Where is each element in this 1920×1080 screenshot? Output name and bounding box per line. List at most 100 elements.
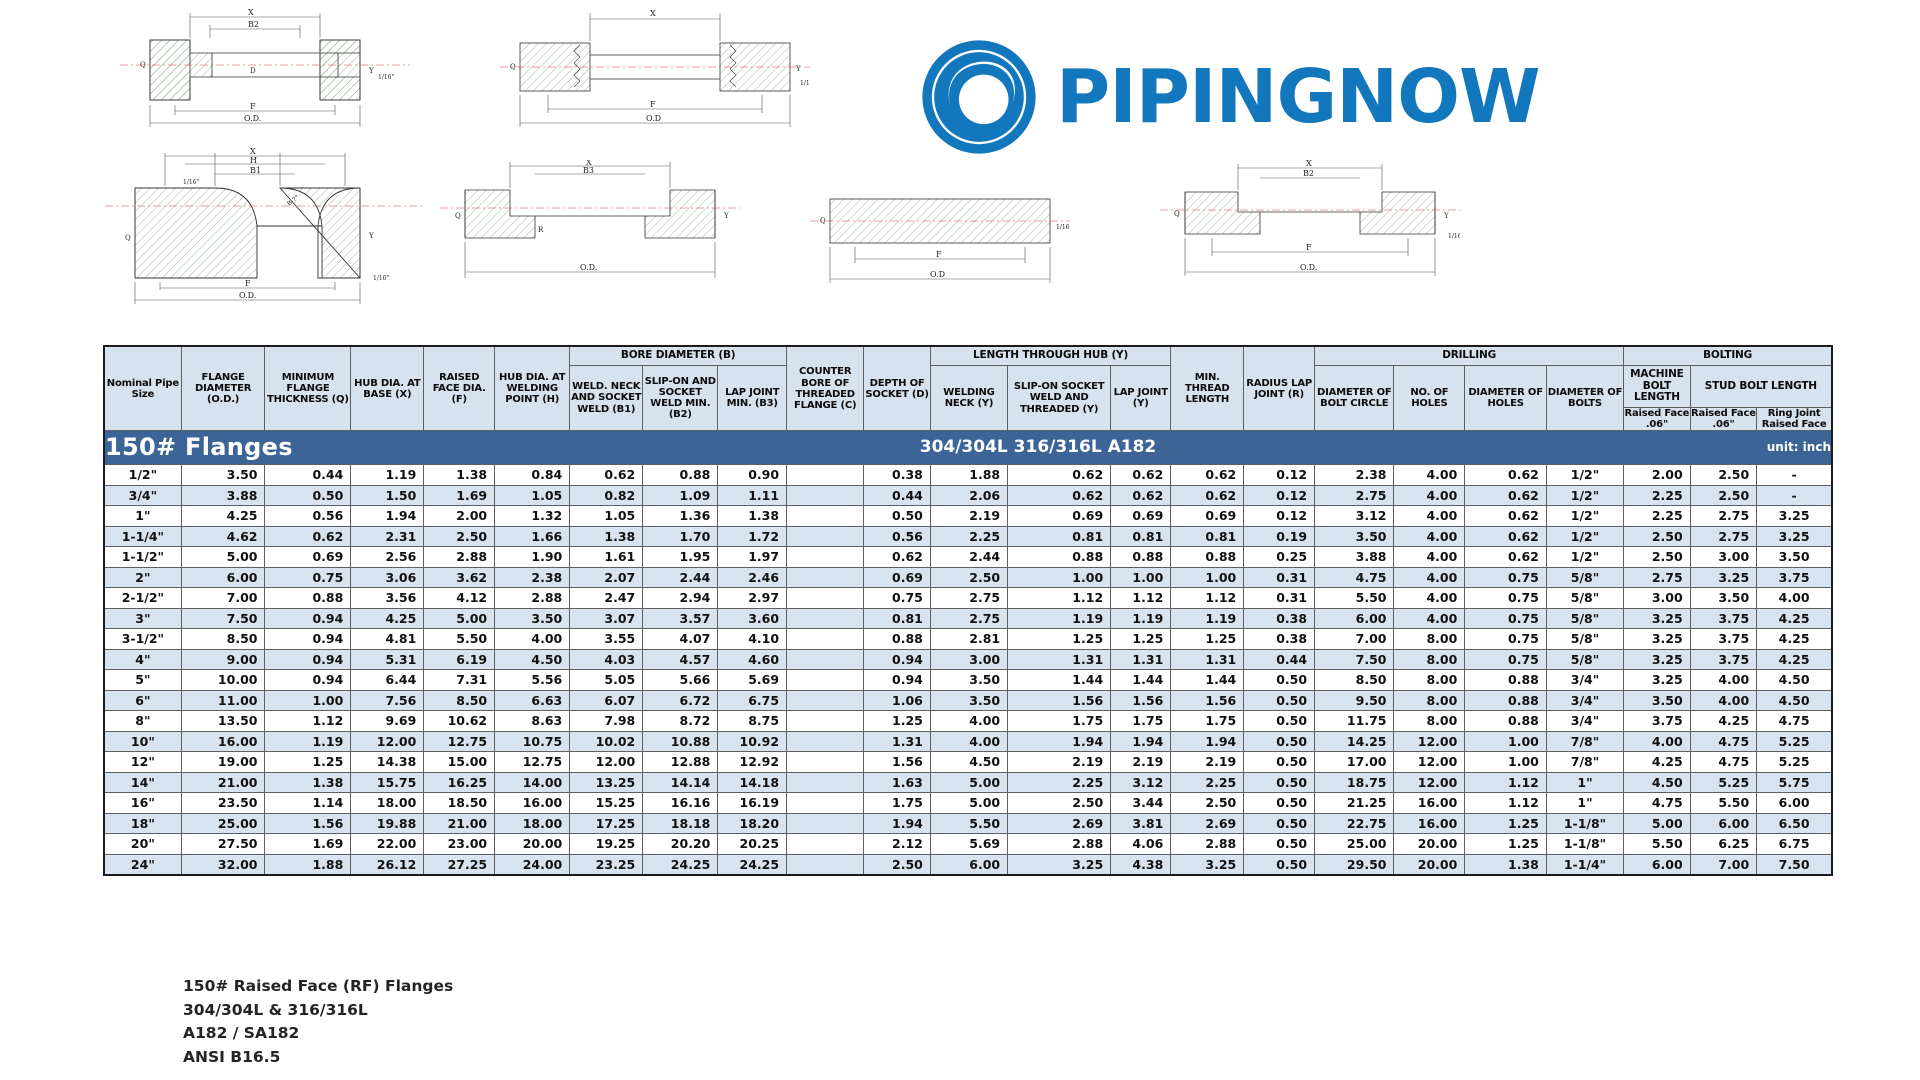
cell-value: 1.94 <box>350 505 425 527</box>
cell-value <box>786 730 865 753</box>
table-title: 150# Flanges <box>105 433 293 462</box>
cell-diameter-of-bolts: 5/8" <box>1545 566 1625 589</box>
cell-value: 2.00 <box>1623 464 1691 486</box>
cell-value: 6.00 <box>1689 812 1758 835</box>
note-line-4: ANSI B16.5 <box>183 1047 281 1066</box>
cell-value: 6.72 <box>642 689 719 712</box>
cell-value: 20.20 <box>642 833 719 855</box>
cell-value: 2.81 <box>929 628 1009 650</box>
svg-text:Y: Y <box>368 232 374 240</box>
cell-value: 0.25 <box>1243 546 1316 568</box>
cell-nominal-pipe-size: 1/2" <box>103 464 182 486</box>
cell-diameter-of-bolts: 1/2" <box>1545 464 1625 486</box>
cell-value <box>786 648 865 671</box>
cell-value: 6.00 <box>1623 853 1691 876</box>
cell-value: 7.31 <box>423 669 496 691</box>
cell-value: 32.00 <box>180 853 266 876</box>
cell-value: 12.75 <box>423 730 496 753</box>
group-machine-bolt-length: MACHINE BOLT LENGTH <box>1623 364 1691 409</box>
cell-ring-joint-raised-face: 4.25 <box>1756 607 1833 630</box>
cell-value <box>786 464 865 486</box>
cell-value: 0.62 <box>569 464 644 486</box>
cell-value: 1.12 <box>264 710 352 732</box>
cell-value: 0.75 <box>264 566 352 589</box>
cell-value: 2.88 <box>1007 833 1112 855</box>
cell-value: 1.56 <box>863 751 931 773</box>
cell-value: 1.12 <box>1464 792 1547 814</box>
cell-value: 0.38 <box>1243 607 1316 630</box>
cell-nominal-pipe-size: 1-1/4" <box>103 525 182 548</box>
cell-ring-joint-raised-face: - <box>1756 484 1833 507</box>
cell-value: 21.00 <box>180 771 266 794</box>
cell-value: 7.50 <box>180 607 266 630</box>
table-row: 2-1/2" 7.00 0.88 3.56 4.12 2.88 2.47 2.94 2.97 0.… <box>103 587 1833 609</box>
cell-value: 25.00 <box>1314 833 1395 855</box>
table-row: 1/2" 3.50 0.44 1.19 1.38 0.84 0.62 0.88 0.90 0.38… <box>103 464 1833 486</box>
cell-value: 0.50 <box>1243 771 1316 794</box>
cell-value: 5.00 <box>929 792 1009 814</box>
cell-value: 0.62 <box>1464 484 1547 507</box>
cell-value: 3.88 <box>180 484 266 507</box>
cell-value: 3.25 <box>1623 669 1691 691</box>
cell-value: 2.88 <box>1170 833 1245 855</box>
table-row: 2" 6.00 0.75 3.06 3.62 2.38 2.07 2.44 2.46 0.69 2.… <box>103 566 1833 589</box>
cell-value: 23.25 <box>569 853 644 876</box>
cell-value: 0.38 <box>863 464 931 486</box>
cell-value: 4.60 <box>717 648 788 671</box>
cell-value: 25.00 <box>180 812 266 835</box>
col-hub-dia-at-base: HUB DIA. AT BASE (X) <box>350 345 425 432</box>
cell-value: 8.00 <box>1393 689 1466 712</box>
cell-value: 14.00 <box>494 771 571 794</box>
svg-text:Q: Q <box>510 63 516 71</box>
cell-value: 1.19 <box>264 730 352 753</box>
cell-diameter-of-bolts: 1-1/4" <box>1545 853 1625 876</box>
cell-value <box>786 566 865 589</box>
cell-value <box>786 833 865 855</box>
svg-text:O.D.: O.D. <box>239 291 256 300</box>
cell-value: 0.44 <box>264 464 352 486</box>
svg-text:B2: B2 <box>248 20 259 29</box>
socket-weld-flange-drawing: X B2 F O.D. Q Y 1/16" <box>1160 160 1460 295</box>
cell-value: 2.75 <box>929 587 1009 609</box>
cell-value: 3.00 <box>929 648 1009 671</box>
svg-text:X: X <box>586 160 592 167</box>
cell-value: 2.50 <box>1623 525 1691 548</box>
cell-value: 0.69 <box>1170 505 1245 527</box>
cell-value: 4.12 <box>423 587 496 609</box>
cell-ring-joint-raised-face: 7.50 <box>1756 853 1833 876</box>
cell-value: 13.50 <box>180 710 266 732</box>
cell-diameter-of-bolts: 3/4" <box>1545 710 1625 732</box>
cell-value: 7.00 <box>1314 628 1395 650</box>
cell-value: 4.75 <box>1623 792 1691 814</box>
cell-value: 0.50 <box>863 505 931 527</box>
cell-value: 0.50 <box>1243 710 1316 732</box>
cell-value: 9.00 <box>180 648 266 671</box>
cell-value: 2.75 <box>1314 484 1395 507</box>
cell-diameter-of-bolts: 1-1/8" <box>1545 812 1625 835</box>
cell-diameter-of-bolts: 1" <box>1545 771 1625 794</box>
cell-value: 4.06 <box>1110 833 1172 855</box>
cell-value: 0.62 <box>1464 464 1547 486</box>
cell-value: 3.50 <box>929 689 1009 712</box>
cell-value: 1.94 <box>863 812 931 835</box>
cell-value: 1.38 <box>717 505 788 527</box>
cell-value: 2.38 <box>494 566 571 589</box>
cell-value: 3.81 <box>1110 812 1172 835</box>
cell-value: 1.25 <box>1464 812 1547 835</box>
cell-value: 6.00 <box>180 566 266 589</box>
cell-value <box>786 853 865 876</box>
cell-value: 1.56 <box>1170 689 1245 712</box>
cell-value: 0.44 <box>1243 648 1316 671</box>
cell-value: 1.00 <box>1170 566 1245 589</box>
cell-value: 0.75 <box>1464 566 1547 589</box>
cell-value: 1.50 <box>350 484 425 507</box>
cell-value: 3.25 <box>1623 607 1691 630</box>
cell-value: 2.07 <box>569 566 644 589</box>
cell-nominal-pipe-size: 24" <box>103 853 182 876</box>
cell-value: 3.62 <box>423 566 496 589</box>
cell-value: 1.32 <box>494 505 571 527</box>
svg-text:X: X <box>250 148 256 156</box>
table-row: 10" 16.00 1.19 12.00 12.75 10.75 10.02 10.88 10.… <box>103 730 1833 753</box>
cell-value: 7.00 <box>1689 853 1758 876</box>
cell-value: 3.50 <box>180 464 266 486</box>
